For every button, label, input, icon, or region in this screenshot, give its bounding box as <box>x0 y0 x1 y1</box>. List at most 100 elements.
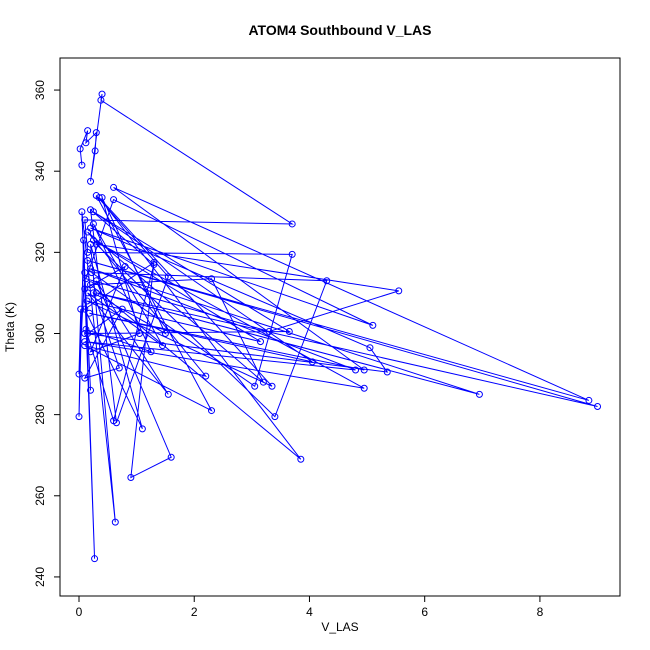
data-point <box>265 327 273 335</box>
data-point <box>91 147 99 155</box>
data-point <box>161 329 169 337</box>
data-point <box>81 216 89 224</box>
data-point <box>360 366 368 374</box>
data-point <box>202 372 210 380</box>
data-point <box>98 194 106 202</box>
y-tick-label: 360 <box>33 80 47 100</box>
data-point <box>110 417 118 425</box>
data-point <box>92 129 100 137</box>
data-point <box>81 342 89 350</box>
data-point <box>77 305 85 313</box>
data-point <box>81 374 89 382</box>
data-point <box>268 382 276 390</box>
data-point <box>84 228 92 236</box>
data-point <box>97 96 105 104</box>
data-point <box>87 386 95 394</box>
data-point <box>208 275 216 283</box>
x-tick-label: 0 <box>76 605 83 619</box>
data-point <box>285 327 293 335</box>
data-point <box>594 403 602 411</box>
data-point <box>150 258 158 266</box>
data-point <box>115 364 123 372</box>
data-point <box>87 281 95 289</box>
x-tick-label: 8 <box>537 605 544 619</box>
data-point <box>360 384 368 392</box>
data-point <box>271 413 279 421</box>
y-axis-label: Theta (K) <box>3 302 17 352</box>
y-tick-label: 300 <box>33 323 47 343</box>
data-point <box>164 273 172 281</box>
data-point <box>81 285 89 293</box>
data-point <box>208 407 216 415</box>
data-point <box>323 277 331 285</box>
data-point <box>256 338 264 346</box>
data-point <box>76 145 84 153</box>
x-axis-label: V_LAS <box>321 620 358 634</box>
data-point <box>82 325 90 333</box>
data-point <box>87 177 95 185</box>
plot-frame <box>59 57 621 597</box>
chart-title: ATOM4 Southbound V_LAS <box>248 22 431 38</box>
data-point <box>84 127 92 135</box>
data-point <box>84 256 92 264</box>
data-point <box>81 305 89 313</box>
data-point <box>80 236 88 244</box>
data-point <box>383 368 391 376</box>
y-tick-label: 260 <box>33 485 47 505</box>
data-point <box>92 277 100 285</box>
data-point <box>259 378 267 386</box>
data-point <box>118 305 126 313</box>
data-point <box>366 344 374 352</box>
data-point <box>251 382 259 390</box>
data-point <box>110 196 118 204</box>
y-tick-label: 320 <box>33 242 47 262</box>
data-point <box>82 139 90 147</box>
data-point <box>352 366 360 374</box>
data-point <box>75 413 83 421</box>
data-point <box>89 220 97 228</box>
data-point <box>121 263 129 271</box>
data-point <box>87 348 95 356</box>
data-point <box>167 453 175 461</box>
data-point <box>84 329 92 337</box>
x-tick-label: 4 <box>306 605 313 619</box>
data-point <box>308 358 316 366</box>
data-point <box>147 348 155 356</box>
data-point <box>78 161 86 169</box>
data-point <box>91 555 99 563</box>
data-line <box>78 94 598 559</box>
data-point <box>138 425 146 433</box>
data-point <box>110 183 118 191</box>
data-point <box>585 396 593 404</box>
data-point <box>81 269 89 277</box>
data-point <box>395 287 403 295</box>
data-point <box>87 206 95 214</box>
data-point <box>84 248 92 256</box>
data-point <box>288 250 296 258</box>
x-tick-label: 6 <box>421 605 428 619</box>
data-point <box>136 329 144 337</box>
data-point <box>111 518 119 526</box>
y-tick-label: 340 <box>33 161 47 181</box>
data-point <box>87 265 95 273</box>
data-point <box>83 297 91 305</box>
data-point <box>78 208 86 216</box>
data-point <box>87 240 95 248</box>
data-point <box>475 390 483 398</box>
data-point <box>150 261 158 269</box>
data-point <box>92 289 100 297</box>
data-point <box>85 309 93 317</box>
data-point <box>81 338 89 346</box>
data-point <box>88 269 96 277</box>
data-point <box>369 321 377 329</box>
data-point <box>89 289 97 297</box>
x-tick-label: 2 <box>191 605 198 619</box>
data-point <box>127 474 135 482</box>
y-tick-label: 280 <box>33 404 47 424</box>
y-tick-label: 240 <box>33 567 47 587</box>
data-point <box>75 370 83 378</box>
data-point <box>159 342 167 350</box>
data-point <box>164 390 172 398</box>
data-point <box>297 455 305 463</box>
